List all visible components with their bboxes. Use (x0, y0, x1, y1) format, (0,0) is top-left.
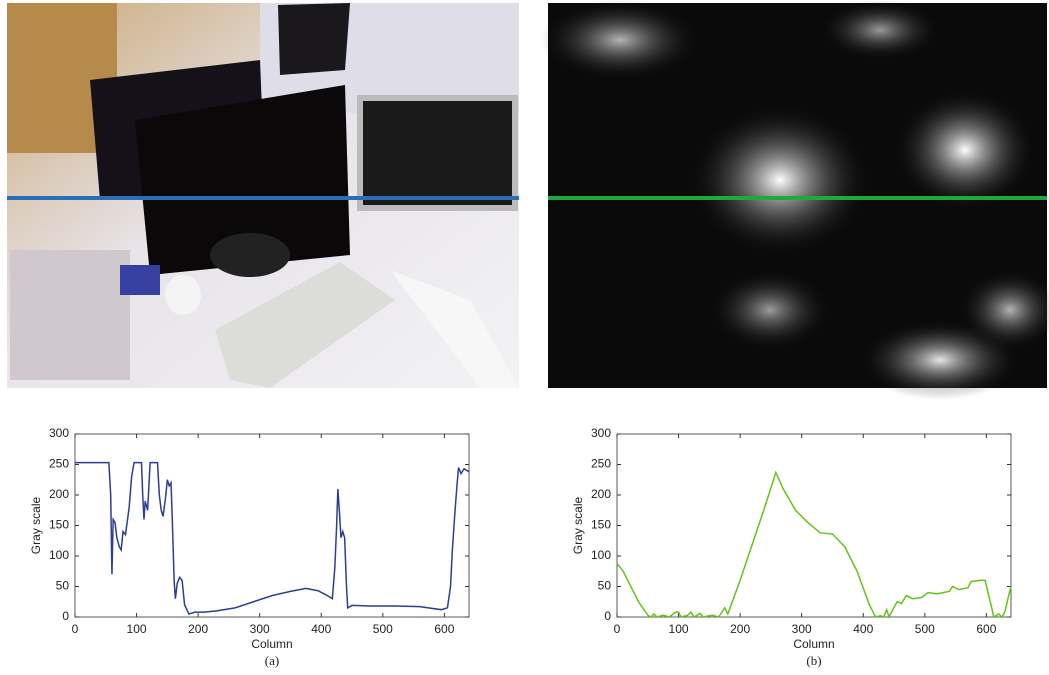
y-tick-label: 250 (591, 457, 611, 471)
y-axis-label: Gray scale (571, 497, 585, 555)
y-tick-label: 300 (591, 426, 611, 440)
data-line (616, 470, 1012, 619)
y-tick-label: 150 (591, 518, 611, 532)
x-tick-label: 200 (730, 622, 750, 636)
y-tick-label: 100 (591, 548, 611, 562)
y-tick-label: 300 (49, 426, 69, 440)
x-tick-label: 0 (614, 622, 621, 636)
y-tick-label: 200 (591, 487, 611, 501)
caption: (b) (806, 653, 821, 668)
y-tick-label: 200 (49, 487, 69, 501)
x-tick-label: 100 (127, 622, 147, 636)
y-tick-label: 50 (56, 579, 70, 593)
x-tick-label: 300 (792, 622, 812, 636)
caption: (a) (265, 653, 279, 668)
x-tick-label: 500 (373, 622, 393, 636)
x-tick-label: 100 (669, 622, 689, 636)
y-tick-label: 50 (598, 579, 612, 593)
x-tick-label: 200 (188, 622, 208, 636)
x-tick-label: 300 (250, 622, 270, 636)
x-tick-label: 400 (311, 622, 331, 636)
x-axis-label: Column (251, 637, 292, 651)
x-tick-label: 500 (915, 622, 935, 636)
y-tick-label: 250 (49, 457, 69, 471)
data-line (75, 461, 470, 615)
y-tick-label: 100 (49, 548, 69, 562)
plot-frame (616, 433, 1012, 618)
y-tick-label: 0 (604, 609, 611, 623)
y-tick-label: 150 (49, 518, 69, 532)
y-tick-label: 0 (62, 609, 69, 623)
x-axis-label: Column (793, 637, 834, 651)
x-tick-label: 600 (434, 622, 454, 636)
x-tick-label: 0 (72, 622, 79, 636)
x-tick-label: 400 (853, 622, 873, 636)
photo-a (7, 3, 519, 388)
y-axis-label: Gray scale (29, 497, 43, 555)
x-tick-label: 600 (976, 622, 996, 636)
photo-b (540, 0, 1049, 400)
plot-frame (74, 433, 470, 618)
